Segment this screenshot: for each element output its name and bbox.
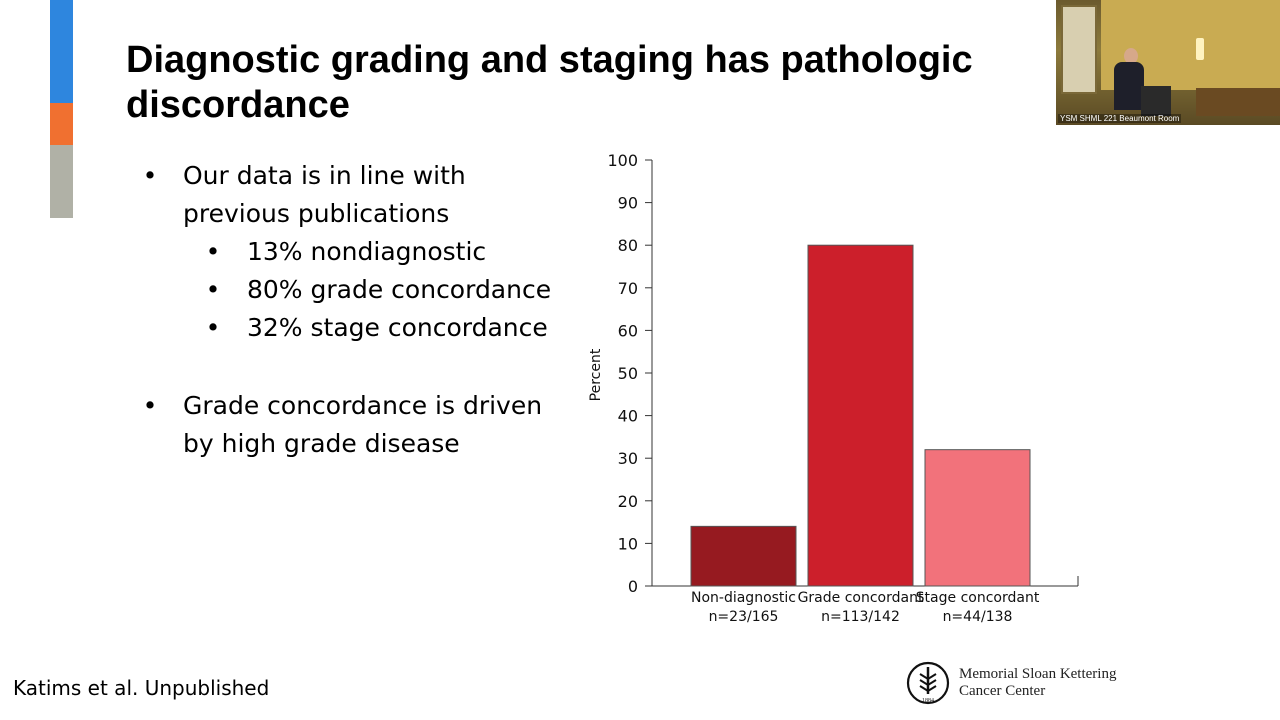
bar [690,525,797,587]
y-tick-label: 40 [618,407,638,426]
bullet-dot: • [205,275,221,304]
bullet-dot: • [205,237,221,266]
bar-chart-svg: 0 10 20 30 40 50 60 70 80 90 100 Percent Non-diagnos… [588,151,1079,625]
speaker-body [1114,62,1144,110]
bullet-list: • Our data is in line with previous publ… [140,157,580,463]
x-category-sublabel: n=44/138 [943,609,1013,625]
bullet-dot: • [205,313,221,342]
msk-logo-line2: Cancer Center [959,683,1046,699]
msk-logo-line1: Memorial Sloan Kettering [959,666,1117,682]
sub-bullet-item: • 13% nondiagnostic [140,233,580,271]
x-category-sublabel: n=113/142 [821,609,900,625]
speaker-video-thumbnail[interactable]: YSM SHML 221 Beaumont Room [1056,0,1280,125]
bullet-text-line: previous publications [183,199,450,228]
video-chairs [1196,88,1280,116]
bullet-text-line: Grade concordance is driven [183,391,543,420]
speaker-head [1124,48,1138,64]
y-tick-label: 50 [618,364,638,383]
accent-bar-orange [50,103,73,145]
x-category-label: Non-diagnostic [691,590,796,606]
msk-logo-year: 1884 [922,698,934,704]
bullet-item: • Our data is in line with previous publ… [140,157,580,233]
bullet-text-line: Our data is in line with [183,161,466,190]
sub-bullet-item: • 32% stage concordance [140,309,580,347]
y-tick-label: 60 [618,321,638,340]
bullet-item: • Grade concordance is driven by high gr… [140,387,580,463]
bullet-dot: • [142,391,158,420]
bar [807,244,914,587]
video-caption: YSM SHML 221 Beaumont Room [1058,114,1182,123]
y-tick-label: 0 [628,577,638,596]
bar-chart: 0 10 20 30 40 50 60 70 80 90 100 Percent Non-diagnos… [580,145,1100,639]
bullet-text-line: by high grade disease [183,429,460,458]
bar [924,449,1031,587]
y-tick-label: 90 [618,194,638,213]
accent-bar-gray [50,145,73,218]
msk-logo-mark: 1884 [906,661,950,705]
sub-bullet-item: • 80% grade concordance [140,271,580,309]
y-tick-label: 100 [607,151,638,170]
x-category-label: Stage concordant [916,590,1040,606]
y-tick-label: 20 [618,492,638,511]
video-podium [1141,86,1171,116]
y-tick-label: 10 [618,534,638,553]
y-axis-label: Percent [588,348,604,401]
bullet-text: 80% grade concordance [247,275,552,304]
video-window [1061,5,1097,94]
bullet-text: 13% nondiagnostic [247,237,487,266]
y-tick-label: 30 [618,449,638,468]
accent-bar-blue [50,0,73,103]
slide-title: Diagnostic grading and staging has patho… [126,39,973,126]
x-category-sublabel: n=23/165 [709,609,779,625]
x-category-label: Grade concordant [798,590,924,606]
msk-logo: 1884 Memorial Sloan Kettering Cancer Cen… [906,660,1146,710]
msk-logo-text: Memorial Sloan Kettering Cancer Center [959,666,1116,700]
bullet-dot: • [142,161,158,190]
citation: Katims et al. Unpublished [13,676,270,700]
y-tick-label: 70 [618,279,638,298]
y-tick-label: 80 [618,236,638,255]
bullet-text: 32% stage concordance [247,313,548,342]
video-lamp [1196,38,1204,60]
